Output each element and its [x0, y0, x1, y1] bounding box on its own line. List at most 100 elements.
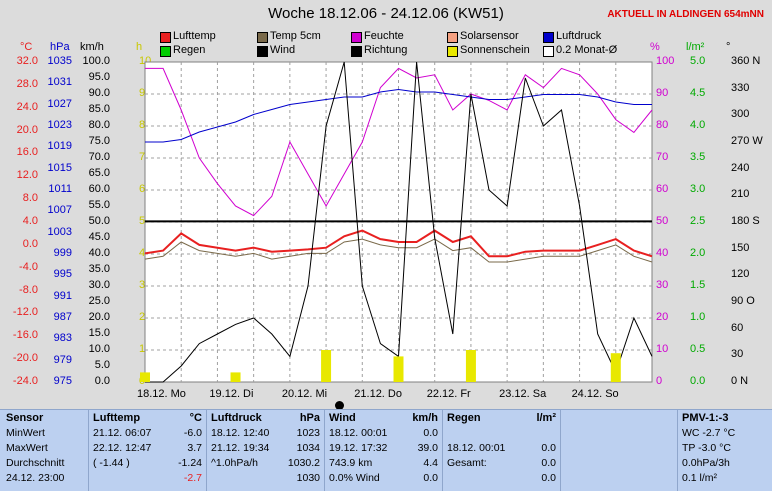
summary-wind: Wind km/h 18.12. 00:01 0.0 19.12. 17:32 39.… [325, 410, 443, 491]
tick-temp: 32.0 [16, 55, 38, 67]
tick-sun: 5 [139, 215, 146, 227]
tick-press: 991 [53, 289, 72, 302]
tick-rain: 4.5 [690, 87, 706, 99]
tick-press: 1035 [47, 55, 72, 67]
tick-dir: 30 [731, 348, 744, 361]
unit-label-temp: °C [20, 41, 33, 53]
tick-wind: 0.0 [94, 375, 110, 387]
tick-press: 995 [53, 268, 72, 281]
summary-panel: Sensor MinWert MaxWert Durchschnitt 24.1… [0, 409, 772, 491]
legend-swatch [447, 46, 458, 57]
tick-wind: 40.0 [88, 247, 110, 259]
legend-label: Feuchte [364, 30, 404, 42]
tick-hum: 40 [656, 247, 669, 259]
sunshine-bar [140, 372, 150, 382]
legend-swatch [351, 46, 362, 57]
x-tick-label: 22.12. Fr [426, 388, 471, 400]
tick-dir: 180 S [731, 215, 760, 227]
tick-dir: 60 [731, 321, 744, 334]
unit-label-dir: ° [726, 41, 731, 53]
legend-label: Solarsensor [460, 30, 519, 42]
tick-hum: 80 [656, 119, 669, 131]
tick-hum: 70 [656, 151, 669, 163]
tick-dir: 330 [731, 81, 750, 94]
tick-wind: 70.0 [88, 151, 110, 163]
legend-label: Wind [270, 44, 296, 56]
tick-wind: 95.0 [88, 71, 110, 83]
sunshine-bar [230, 372, 241, 382]
tick-hum: 50 [656, 215, 669, 227]
tick-dir: 0 N [731, 375, 749, 387]
series-line-feuchte [145, 67, 653, 217]
tick-dir: 120 [731, 268, 750, 281]
tick-rain: 3.0 [690, 183, 706, 195]
legend-label: Luftdruck [556, 30, 602, 42]
tick-temp: -16.0 [12, 329, 38, 342]
tick-wind: 55.0 [88, 199, 110, 211]
tick-press: 979 [53, 353, 72, 366]
tick-wind: 100.0 [82, 55, 110, 67]
summary-sensor: Sensor MinWert MaxWert Durchschnitt 24.1… [0, 410, 89, 491]
tick-press: 1015 [47, 161, 72, 174]
summary-pmv: PMV-1:-3 WC -2.7 °C TP -3.0 °C 0.0hPa/3h… [677, 410, 772, 491]
sunshine-bar [393, 356, 404, 382]
scroll-marker-icon[interactable] [335, 401, 344, 410]
tick-sun: 6 [139, 183, 146, 195]
tick-wind: 90.0 [88, 87, 110, 99]
tick-temp: 24.0 [16, 100, 38, 113]
tick-press: 1003 [47, 225, 72, 238]
sunshine-bar [321, 350, 332, 382]
legend-swatch [160, 46, 171, 57]
tick-hum: 30 [656, 279, 669, 291]
status-text: AKTUELL IN ALDINGEN 654mNN [607, 9, 764, 20]
tick-wind: 60.0 [88, 183, 110, 195]
tick-wind: 5.0 [94, 359, 110, 371]
tick-sun: 4 [139, 247, 146, 259]
tick-sun: 7 [139, 151, 146, 163]
tick-temp: 8.0 [22, 192, 38, 205]
tick-hum: 0 [656, 375, 663, 387]
tick-dir: 150 [731, 241, 750, 254]
summary-lufttemp: Lufttemp °C 21.12. 06:07 -6.0 22.12. 12:47… [89, 410, 207, 491]
tick-wind: 85.0 [88, 103, 110, 115]
tick-rain: 2.0 [690, 247, 706, 259]
tick-wind: 20.0 [88, 311, 110, 323]
tick-press: 1011 [48, 183, 72, 195]
tick-temp: -12.0 [12, 306, 38, 319]
series-line-lufttemp [144, 229, 653, 258]
tick-hum: 10 [656, 343, 669, 355]
tick-wind: 30.0 [88, 279, 110, 291]
chart-title: Woche 18.12.06 - 24.12.06 (KW51) [268, 5, 504, 22]
tick-wind: 10.0 [88, 343, 110, 355]
unit-label-press: hPa [50, 41, 70, 53]
tick-dir: 300 [731, 108, 750, 121]
tick-temp: 16.0 [16, 146, 38, 159]
summary-blank [561, 410, 676, 491]
x-tick-label: 21.12. Do [354, 388, 402, 400]
tick-temp: -20.0 [12, 352, 38, 365]
tick-sun: 2 [139, 311, 146, 323]
tick-temp: -8.0 [19, 283, 38, 296]
legend-label: Temp 5cm [270, 30, 321, 42]
unit-label-rain: l/m² [686, 41, 705, 53]
tick-dir: 240 [731, 161, 750, 174]
tick-rain: 5.0 [690, 55, 706, 67]
legend-swatch [257, 46, 268, 57]
sunshine-bar [610, 353, 621, 382]
tick-hum: 60 [656, 183, 669, 195]
tick-wind: 75.0 [88, 135, 110, 147]
unit-label-wind: km/h [80, 41, 104, 53]
tick-temp: 28.0 [16, 77, 38, 90]
tick-press: 987 [53, 311, 72, 323]
tick-temp: 20.0 [16, 123, 38, 136]
legend-label: Richtung [364, 44, 408, 56]
tick-rain: 4.0 [690, 119, 706, 131]
tick-dir: 360 N [731, 55, 761, 67]
tick-wind: 45.0 [88, 231, 110, 243]
legend-swatch [257, 32, 268, 43]
tick-dir: 210 [731, 188, 750, 201]
summary-luftdruck: Luftdruck hPa 18.12. 12:40 1023 21.12. 19:… [207, 410, 325, 491]
unit-label-hum: % [650, 41, 660, 53]
tick-temp: -4.0 [19, 260, 38, 273]
tick-press: 983 [53, 332, 72, 345]
